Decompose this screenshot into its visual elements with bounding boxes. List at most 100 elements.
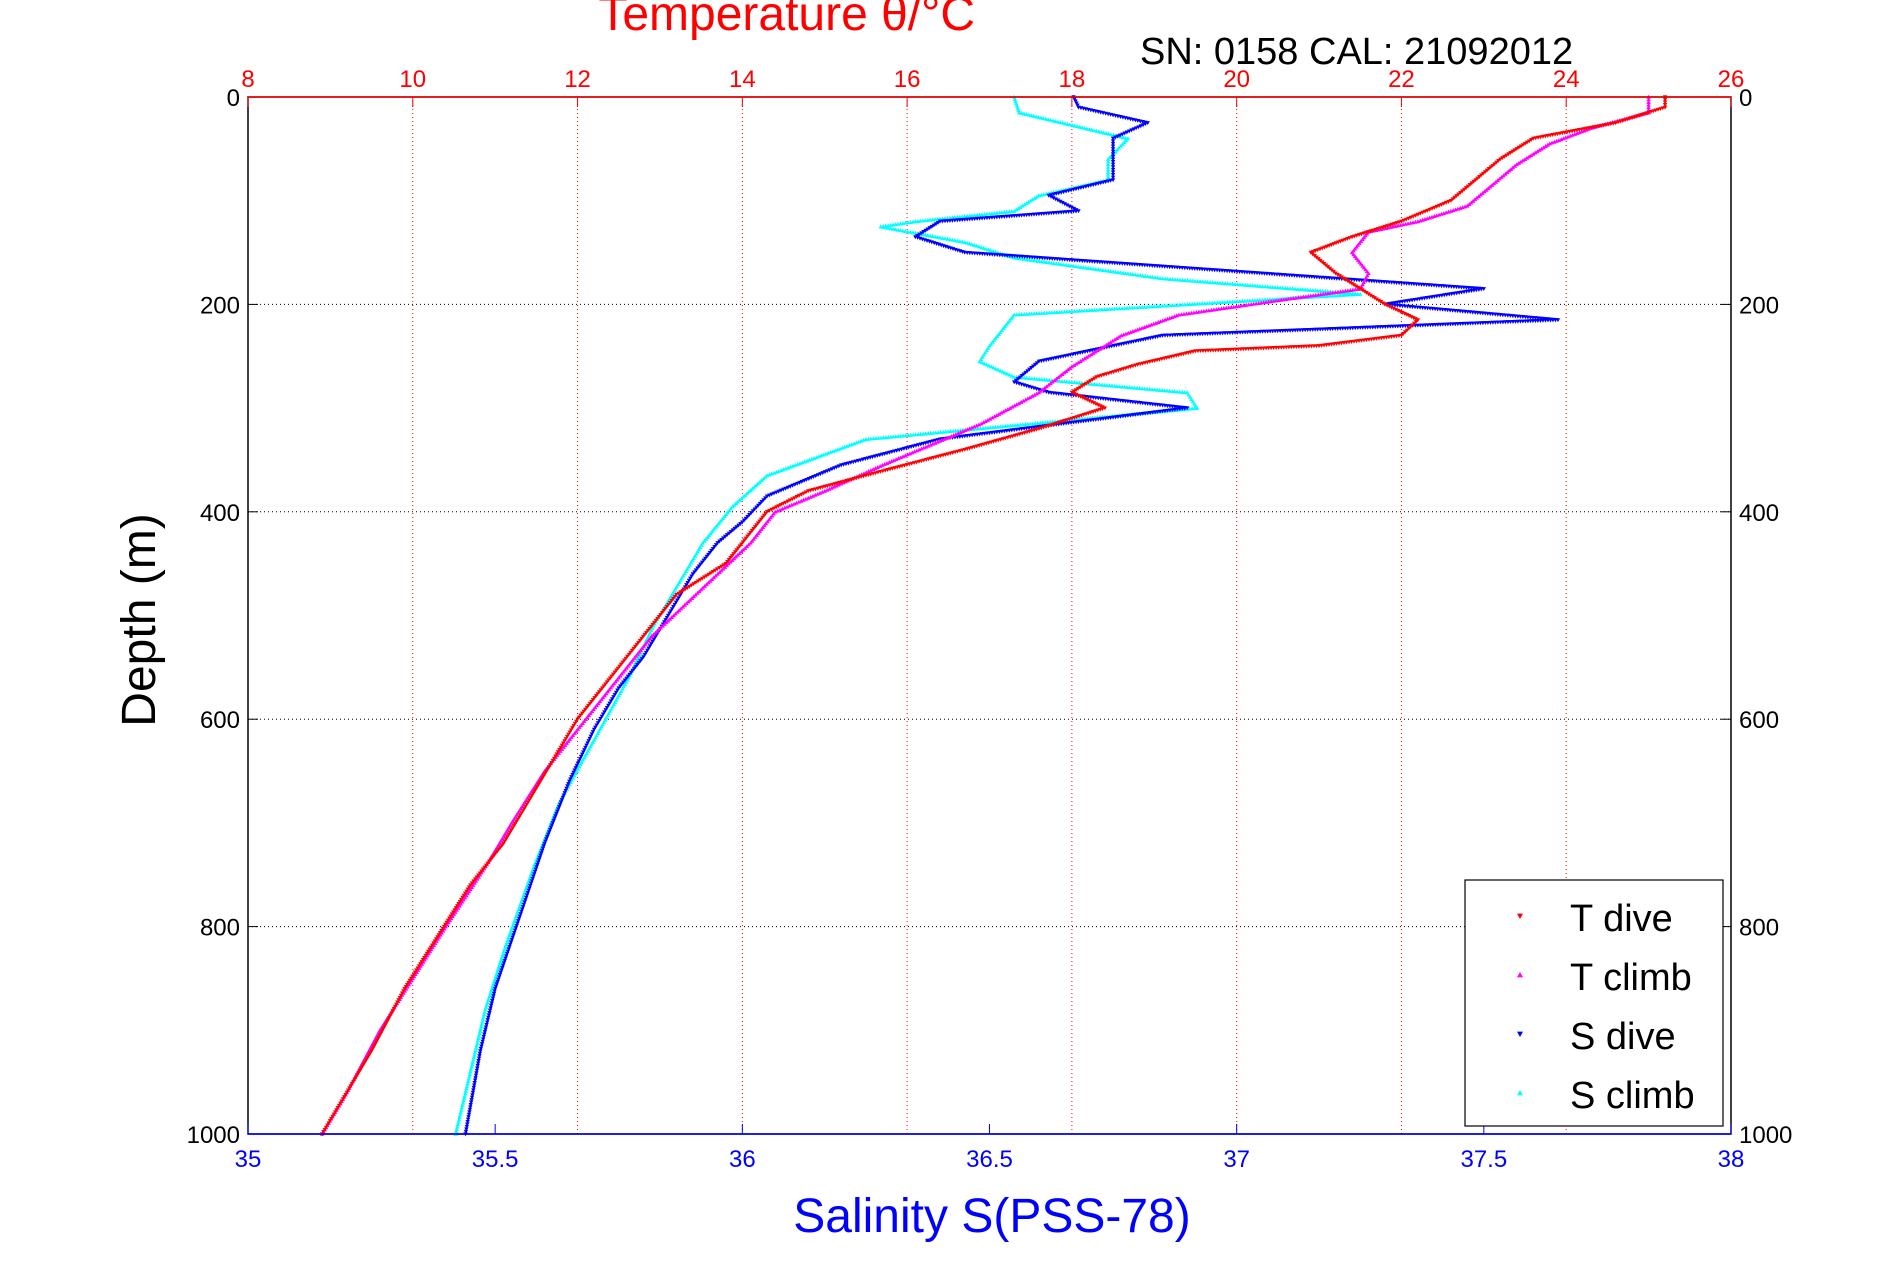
data-point bbox=[382, 1024, 387, 1029]
data-point bbox=[640, 634, 646, 639]
data-point bbox=[1069, 364, 1075, 369]
data-point bbox=[986, 363, 992, 368]
data-point bbox=[1400, 310, 1405, 315]
data-point bbox=[708, 578, 713, 583]
data-point bbox=[370, 1047, 375, 1052]
data-point bbox=[555, 750, 561, 755]
data-point bbox=[1522, 157, 1528, 161]
salinity-tick-label: 38 bbox=[1718, 1146, 1745, 1173]
data-point bbox=[1078, 394, 1083, 399]
data-point bbox=[456, 1117, 462, 1122]
data-point bbox=[585, 741, 590, 746]
data-point bbox=[476, 1059, 481, 1063]
data-point bbox=[1044, 384, 1049, 389]
data-point bbox=[706, 580, 711, 585]
data-point bbox=[697, 578, 703, 583]
data-point bbox=[849, 442, 854, 447]
data-point bbox=[574, 763, 580, 768]
data-point bbox=[1058, 199, 1063, 204]
data-point bbox=[468, 1105, 473, 1110]
data-point bbox=[357, 1068, 363, 1073]
data-point bbox=[676, 608, 682, 613]
data-point bbox=[476, 1036, 481, 1041]
data-point bbox=[561, 741, 566, 746]
data-point bbox=[1042, 385, 1047, 390]
data-point bbox=[510, 935, 515, 940]
data-point bbox=[1080, 357, 1085, 362]
data-point bbox=[708, 571, 714, 576]
data-point bbox=[564, 734, 570, 739]
data-point bbox=[686, 599, 691, 604]
data-point bbox=[546, 830, 552, 835]
data-point bbox=[500, 965, 505, 970]
data-point bbox=[1434, 213, 1439, 218]
data-point bbox=[503, 956, 508, 961]
data-point bbox=[335, 1106, 340, 1111]
data-point bbox=[1503, 171, 1508, 176]
data-point bbox=[394, 1002, 399, 1007]
data-point bbox=[930, 441, 936, 446]
data-point bbox=[982, 361, 987, 366]
data-point bbox=[576, 759, 582, 764]
data-point bbox=[1118, 143, 1123, 148]
data-point bbox=[567, 730, 572, 735]
data-point bbox=[877, 463, 883, 468]
data-point bbox=[1123, 138, 1129, 143]
data-point bbox=[806, 495, 811, 500]
data-point bbox=[666, 602, 671, 607]
data-point bbox=[464, 1124, 470, 1129]
data-point bbox=[790, 463, 796, 468]
data-point bbox=[1143, 122, 1148, 127]
data-point bbox=[492, 976, 498, 981]
data-point bbox=[704, 582, 709, 587]
data-point bbox=[1076, 360, 1081, 365]
data-point bbox=[452, 908, 457, 913]
data-point bbox=[1512, 163, 1518, 168]
data-point bbox=[516, 916, 522, 921]
data-point bbox=[397, 995, 403, 1000]
data-point bbox=[991, 365, 996, 370]
data-point bbox=[927, 226, 932, 231]
data-point bbox=[1114, 147, 1120, 152]
data-point bbox=[334, 1108, 339, 1113]
data-point bbox=[473, 1073, 479, 1078]
data-point bbox=[613, 690, 619, 695]
data-point bbox=[652, 620, 657, 625]
data-point bbox=[1333, 271, 1338, 276]
data-point bbox=[1036, 390, 1042, 395]
data-point bbox=[827, 486, 832, 491]
data-point bbox=[1086, 353, 1092, 358]
data-point bbox=[566, 732, 571, 737]
data-point bbox=[702, 583, 708, 588]
data-point bbox=[1174, 313, 1179, 318]
data-point bbox=[728, 559, 733, 564]
data-point bbox=[528, 884, 533, 888]
data-point bbox=[835, 447, 840, 452]
data-point bbox=[1073, 361, 1079, 366]
data-point bbox=[667, 611, 672, 616]
data-point bbox=[1349, 281, 1355, 286]
data-point bbox=[1510, 165, 1516, 170]
data-point bbox=[461, 1098, 466, 1103]
data-point bbox=[808, 494, 813, 499]
data-point bbox=[1104, 342, 1109, 347]
legend-label: T climb bbox=[1570, 957, 1692, 999]
data-point bbox=[784, 504, 790, 509]
data-point bbox=[551, 756, 557, 761]
y-tick-label-left: 400 bbox=[200, 500, 240, 527]
data-point bbox=[559, 743, 565, 748]
data-point bbox=[1089, 352, 1094, 357]
data-point bbox=[1465, 203, 1470, 208]
data-point bbox=[1110, 338, 1115, 343]
data-point bbox=[491, 994, 496, 999]
data-point bbox=[810, 493, 816, 498]
data-point bbox=[990, 415, 995, 420]
y-tick-label-right: 200 bbox=[1739, 292, 1779, 319]
data-point bbox=[475, 1063, 480, 1068]
data-point bbox=[1032, 195, 1038, 200]
data-point bbox=[695, 579, 701, 584]
data-point bbox=[807, 457, 812, 462]
data-point bbox=[791, 501, 797, 506]
data-point bbox=[1082, 397, 1088, 401]
data-point bbox=[724, 563, 729, 568]
